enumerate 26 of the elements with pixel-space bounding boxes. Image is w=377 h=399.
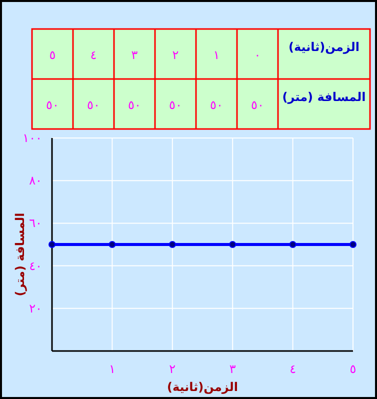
x-tick-label: ١ xyxy=(108,362,116,376)
text: المسافة (متر) xyxy=(282,90,366,104)
x-tick-label: ٣ xyxy=(229,362,236,376)
text: ٥٠ xyxy=(46,98,59,112)
y-tick-label: ١٠٠ xyxy=(22,131,42,145)
text: ٥٠ xyxy=(169,98,182,112)
x-tick-label: ٥ xyxy=(350,362,356,376)
y-tick-label: ٤٠ xyxy=(29,258,42,273)
text: ٢ xyxy=(172,48,179,62)
y-axis-title: المسافة (متر) xyxy=(13,212,27,296)
x-tick-label: ٢ xyxy=(169,362,176,376)
text: ٥٠ xyxy=(87,98,100,112)
text: ٥٠ xyxy=(210,98,223,112)
text: ٥٠ xyxy=(251,98,264,112)
text: ٥٠ xyxy=(128,98,141,112)
text: ١ xyxy=(213,48,220,62)
y-tick-label: ٦٠ xyxy=(29,216,42,230)
y-tick-label: ٢٠ xyxy=(29,301,42,316)
y-tick-label: ٨٠ xyxy=(29,174,42,188)
x-tick-label: ٤ xyxy=(290,362,296,376)
text: ٠ xyxy=(254,48,261,62)
text: ٥ xyxy=(49,48,56,62)
text: ٤ xyxy=(90,48,97,62)
x-axis-title: الزمن(ثانية) xyxy=(167,380,238,394)
text: الزمن(ثانية) xyxy=(288,40,360,54)
text: ٣ xyxy=(131,48,138,62)
